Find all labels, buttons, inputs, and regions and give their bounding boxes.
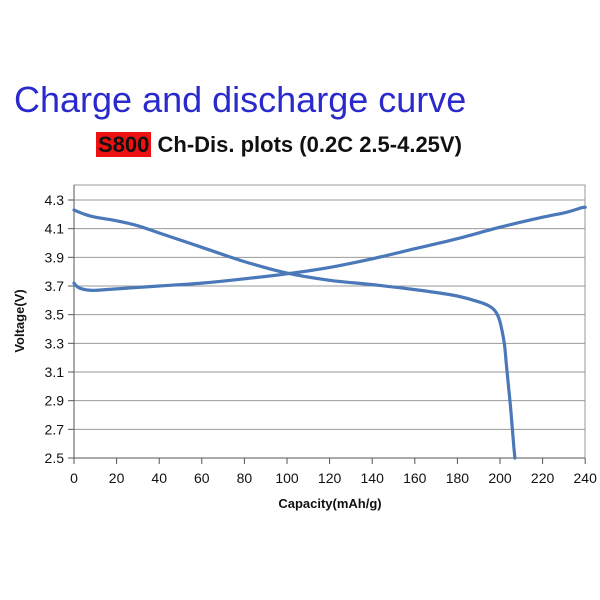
x-tick-label: 20 bbox=[109, 470, 125, 486]
x-tick-label: 240 bbox=[574, 470, 598, 486]
x-tick-label: 60 bbox=[194, 470, 210, 486]
y-tick-label: 2.9 bbox=[45, 393, 65, 409]
tick-labels: 2.5 2.7 2.9 3.1 3.3 3.5 3.7 3.9 4.1 4.3 0 20 40 60 80 1… bbox=[45, 192, 598, 486]
x-tick-label: 200 bbox=[488, 470, 512, 486]
x-tick-label: 160 bbox=[403, 470, 427, 486]
y-tick-label: 4.3 bbox=[45, 192, 65, 208]
x-tick-label: 0 bbox=[70, 470, 78, 486]
chart-subtitle: S800 Ch-Dis. plots (0.2C 2.5-4.25V) bbox=[96, 132, 462, 158]
model-tag: S800 bbox=[96, 132, 152, 157]
subtitle-text: Ch-Dis. plots (0.2C 2.5-4.25V) bbox=[151, 132, 462, 157]
x-axis-title: Capacity(mAh/g) bbox=[278, 496, 381, 511]
x-tick-label: 140 bbox=[361, 470, 385, 486]
y-tick-label: 3.3 bbox=[45, 335, 65, 351]
y-tick-label: 4.1 bbox=[45, 221, 65, 237]
x-tick-label: 220 bbox=[531, 470, 555, 486]
series-layer bbox=[72, 205, 587, 460]
x-tick-label: 120 bbox=[318, 470, 342, 486]
x-tick-label: 80 bbox=[237, 470, 253, 486]
discharge-curve bbox=[72, 208, 517, 460]
axes bbox=[68, 184, 586, 464]
grid bbox=[74, 199, 585, 459]
x-tick-label: 100 bbox=[275, 470, 299, 486]
y-tick-label: 3.9 bbox=[45, 249, 65, 265]
y-tick-label: 3.7 bbox=[45, 278, 65, 294]
y-tick-label: 3.5 bbox=[45, 307, 65, 323]
x-tick-label: 180 bbox=[446, 470, 470, 486]
chart-title: Charge and discharge curve bbox=[14, 79, 467, 120]
x-tick-label: 40 bbox=[151, 470, 167, 486]
charge-curve bbox=[72, 205, 587, 293]
y-tick-label: 2.7 bbox=[45, 421, 65, 437]
y-axis-title: Voltage(V) bbox=[12, 289, 27, 352]
y-tick-label: 2.5 bbox=[45, 450, 65, 466]
y-tick-label: 3.1 bbox=[45, 364, 65, 380]
